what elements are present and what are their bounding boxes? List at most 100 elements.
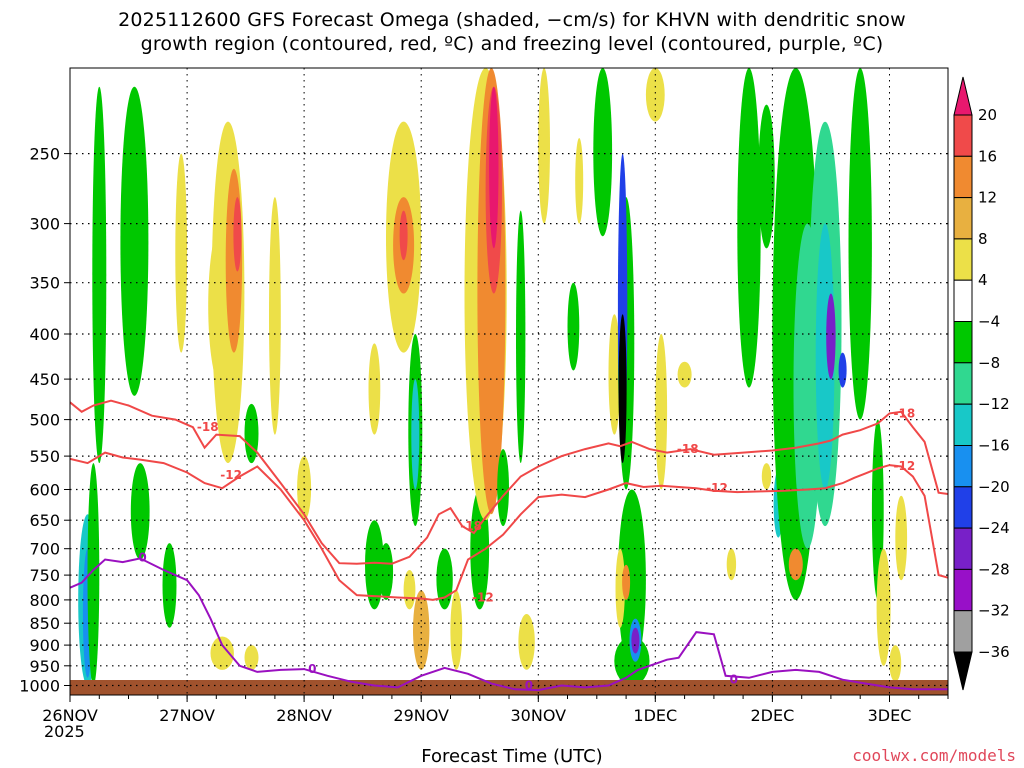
omega-patch	[726, 548, 737, 581]
omega-patch	[244, 403, 259, 464]
colorbar-label: −8	[978, 354, 1000, 372]
omega-patch	[450, 590, 463, 670]
omega-patch	[120, 86, 149, 396]
omega-patch	[233, 197, 242, 272]
omega-patch	[895, 495, 908, 581]
omega-patch	[889, 645, 902, 682]
colorbar-label: −32	[978, 602, 1010, 620]
y-tick-label: 1000	[19, 677, 60, 696]
omega-patch	[677, 361, 692, 388]
x-tick-label: 30NOV	[511, 706, 567, 725]
omega-patch	[518, 614, 535, 670]
omega-patch	[645, 68, 665, 122]
omega-patch	[788, 548, 803, 581]
x-axis-title: Forecast Time (UTC)	[421, 746, 603, 767]
colorbar-swatch	[953, 403, 973, 447]
omega-patch	[368, 343, 381, 435]
x-tick-label: 28NOV	[276, 706, 332, 725]
colorbar-swatch	[953, 445, 973, 488]
omega-patch	[608, 314, 621, 435]
y-tick-label: 900	[29, 636, 60, 655]
contour-line--18	[70, 399, 948, 565]
contour-label: 0	[138, 550, 146, 564]
omega-patch	[758, 104, 775, 249]
omega-patch	[244, 645, 259, 670]
omega-patch	[615, 548, 625, 628]
contour-label: -18	[677, 442, 699, 456]
colorbar-swatch	[953, 114, 973, 157]
colorbar-label: 8	[978, 230, 988, 248]
y-tick-label: 400	[29, 325, 60, 344]
chart-title-line1: 2025112600 GFS Forecast Omega (shaded, −…	[118, 9, 906, 31]
omega-patch	[761, 463, 772, 490]
y-tick-label: 750	[29, 566, 60, 585]
y-tick-label: 550	[29, 447, 60, 466]
omega-patch	[631, 627, 640, 654]
omega-patch	[162, 543, 177, 628]
colorbar-swatch	[953, 362, 973, 405]
contour-label: -18	[894, 406, 916, 420]
colorbar-top-arrow	[953, 76, 973, 116]
omega-patch	[130, 463, 150, 560]
omega-patch	[622, 564, 631, 600]
omega-patch	[575, 138, 584, 224]
colorbar-label: −28	[978, 560, 1010, 578]
colorbar-swatch	[953, 321, 973, 364]
y-tick-label: 250	[29, 145, 60, 164]
colorbar-swatch	[953, 610, 973, 653]
contour-label: -18	[460, 519, 482, 533]
omega-patch	[210, 636, 234, 670]
x-tick-label: 26NOV	[42, 706, 98, 725]
omega-patch	[497, 449, 509, 527]
omega-patch	[815, 223, 835, 490]
x-tick-label: 29NOV	[393, 706, 449, 725]
y-tick-label: 800	[29, 591, 60, 610]
omega-patch	[618, 314, 627, 464]
contour-label: -18	[197, 420, 219, 434]
y-tick-label: 950	[29, 657, 60, 676]
omega-patch	[848, 68, 872, 420]
chart-title-line2: growth region (contoured, red, ºC) and f…	[140, 33, 884, 55]
site-credit: coolwx.com/models	[852, 746, 1016, 765]
colorbar-label: 16	[978, 147, 997, 165]
y-axis: 250 300 350 400 450 500 550 600 650 700 750 800 850 9…	[19, 145, 70, 696]
omega-patch	[838, 352, 847, 388]
omega-patch	[399, 210, 408, 261]
x-tick-label: 27NOV	[159, 706, 215, 725]
contour-label: 0	[730, 673, 738, 687]
y-tick-label: 650	[29, 511, 60, 530]
omega-patch	[593, 68, 613, 237]
contour-label: -12	[894, 459, 916, 473]
omega-patch	[876, 548, 891, 666]
contour-label: 0	[308, 662, 316, 676]
omega-patch	[365, 520, 384, 610]
colorbar-swatch	[953, 279, 973, 323]
contour-lines	[70, 399, 948, 692]
colorbar-swatch	[953, 568, 973, 612]
y-tick-label: 850	[29, 614, 60, 633]
contour-label: -12	[220, 468, 242, 482]
colorbar-label: 4	[978, 271, 988, 289]
colorbar-label: −12	[978, 395, 1010, 413]
colorbar-swatch	[953, 197, 973, 240]
colorbar-label: −24	[978, 519, 1010, 537]
omega-patch	[413, 590, 430, 670]
omega-patch	[655, 333, 668, 490]
y-tick-label: 350	[29, 274, 60, 293]
omega-patch	[538, 68, 550, 224]
contour-label: -12	[706, 481, 728, 495]
colorbar-label: −16	[978, 437, 1010, 455]
colorbar-swatch	[953, 486, 973, 529]
colorbar: 20 16 12 8 4 −4 −8 −12 −16 −20 −24 −28 −32 −36	[953, 76, 1010, 691]
x-tick-label: 3DEC	[868, 706, 912, 725]
y-tick-label: 450	[29, 370, 60, 389]
contour-line--12	[70, 451, 948, 601]
x-tick-label: 1DEC	[633, 706, 677, 725]
omega-shading	[78, 68, 908, 686]
colorbar-label: −20	[978, 478, 1010, 496]
colorbar-label: 20	[978, 106, 997, 124]
omega-patch	[269, 197, 281, 435]
y-tick-label: 300	[29, 215, 60, 234]
omega-patch	[516, 210, 526, 463]
